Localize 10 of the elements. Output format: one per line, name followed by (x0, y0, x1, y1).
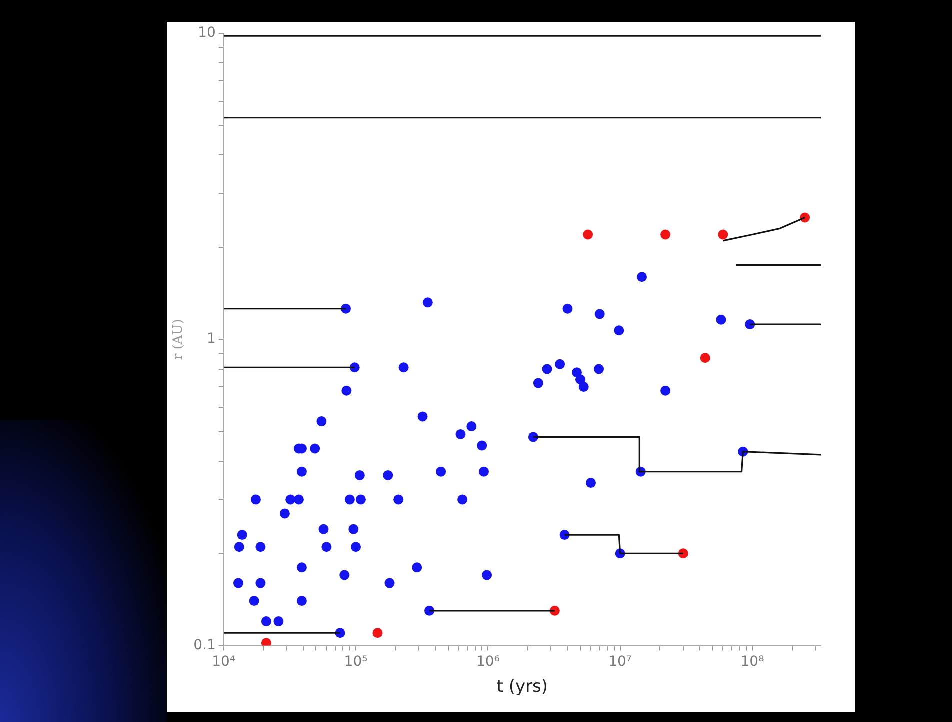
x-axis-title: t (yrs) (496, 677, 548, 698)
y-tick-label: 10 (198, 25, 216, 42)
x-tick-label: 10⁷ (608, 654, 632, 670)
x-tick-label: 10⁴ (212, 654, 236, 670)
x-tick-label: 10⁸ (740, 654, 765, 670)
x-tick-label: 10⁶ (476, 654, 500, 670)
y-axis-title: r (AU) (171, 319, 186, 360)
y-tick-label: 0.1 (194, 637, 216, 654)
y-tick-label: 1 (206, 331, 216, 348)
x-tick-label: 10⁵ (344, 654, 368, 670)
